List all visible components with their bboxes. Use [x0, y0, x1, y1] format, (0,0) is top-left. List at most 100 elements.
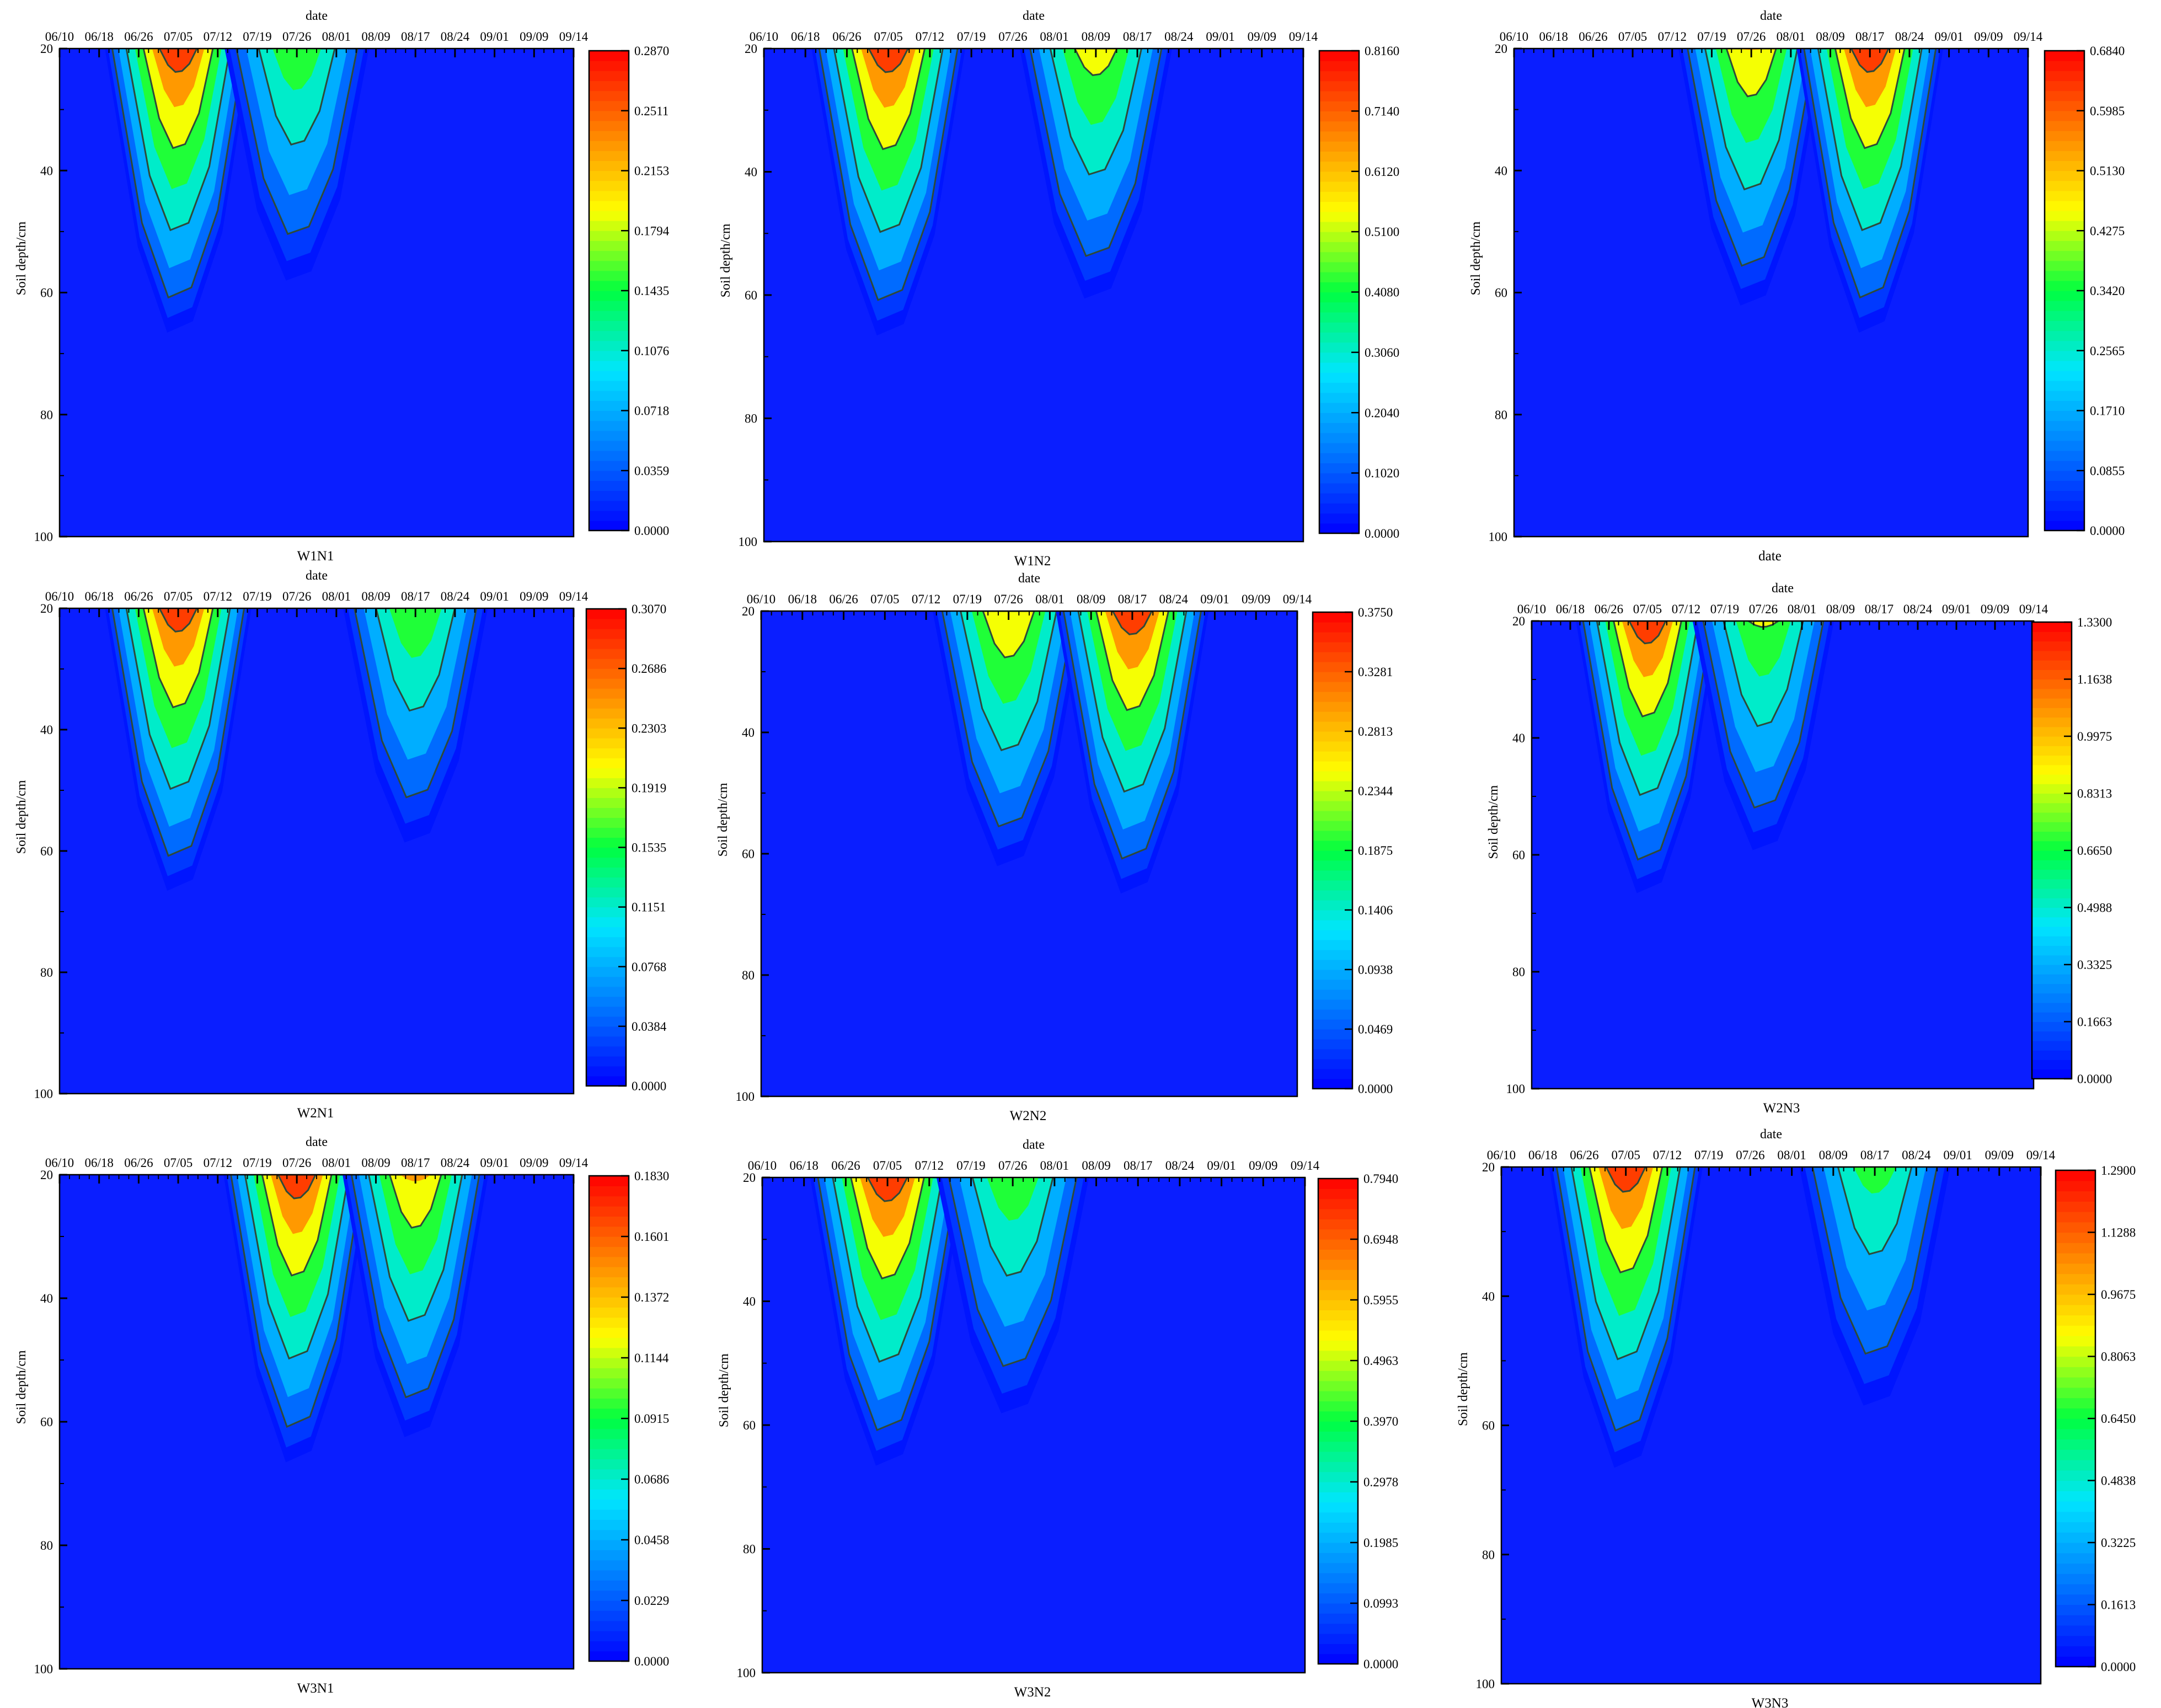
colorbar-band — [2045, 490, 2084, 501]
x-tick-label: 06/26 — [1570, 1148, 1598, 1162]
x-tick-label: 06/18 — [84, 1156, 113, 1170]
colorbar-band — [1319, 111, 1359, 122]
colorbar-band — [586, 956, 626, 967]
x-tick-label: 06/18 — [791, 30, 820, 44]
colorbar-band — [1319, 151, 1359, 162]
colorbar-band — [1313, 1029, 1352, 1040]
colorbar-band — [589, 1337, 629, 1348]
colorbar-tick-label: 0.8160 — [1365, 44, 1399, 58]
colorbar-tick-label: 0.1830 — [634, 1169, 669, 1183]
colorbar-band — [1318, 1452, 1358, 1462]
colorbar-band — [2056, 1615, 2095, 1626]
contour-line — [982, 611, 1035, 658]
x-tick-label: 06/26 — [1579, 30, 1607, 44]
colorbar: 1.2900 1.1288 0.9675 0.8063 0.6450 0.4838 0.32… — [2055, 1164, 2136, 1674]
x-tick-label: 07/26 — [998, 1159, 1027, 1172]
colorbar-band — [1319, 171, 1359, 182]
colorbar-band — [589, 500, 629, 511]
colorbar-band — [1318, 1279, 1358, 1291]
chart-panel-8: 06/10 06/18 06/26 07/05 07/12 07/19 07/26 08/01… — [717, 1138, 1398, 1700]
colorbar-band — [1313, 989, 1352, 1000]
colorbar-band — [2032, 1031, 2072, 1041]
x-tick-label: 08/01 — [1777, 1148, 1806, 1162]
contour-line — [354, 608, 478, 799]
colorbar-band — [1318, 1593, 1358, 1604]
colorbar-band — [1319, 422, 1359, 433]
colorbar-band — [2032, 955, 2072, 965]
contour-line — [1817, 49, 1923, 232]
colorbar-band — [2056, 1522, 2095, 1533]
colorbar-band — [1319, 191, 1359, 202]
contour-line — [868, 49, 910, 73]
x-tick-label: 09/09 — [520, 30, 548, 44]
colorbar-band — [2045, 250, 2084, 261]
colorbar-tick-label: 0.0000 — [634, 1655, 669, 1668]
x-axis-label: date — [306, 9, 328, 23]
colorbar-tick-label: 0.1144 — [634, 1351, 669, 1365]
colorbar-band — [2032, 898, 2072, 908]
x-tick-label: 07/26 — [994, 592, 1023, 606]
colorbar-tick-label: 0.2978 — [1363, 1475, 1398, 1489]
colorbar-tick-label: 0.4275 — [2090, 224, 2125, 238]
colorbar-band — [2056, 1439, 2095, 1450]
colorbar-band — [589, 310, 629, 321]
colorbar-band — [1318, 1401, 1358, 1412]
colorbar-band — [589, 1287, 629, 1298]
colorbar-band — [589, 360, 629, 371]
colorbar-band — [586, 788, 626, 798]
colorbar-band — [2045, 240, 2084, 251]
contour-field — [810, 1177, 1089, 1466]
y-axis-label: Soil depth/cm — [1456, 1352, 1470, 1426]
colorbar-tick-label: 0.0359 — [634, 464, 669, 478]
y-tick-label: 60 — [40, 286, 53, 300]
colorbar-band — [589, 510, 629, 521]
colorbar-tick-label: 0.1020 — [1365, 467, 1399, 480]
x-tick-label: 09/14 — [559, 590, 589, 603]
colorbar-band — [1319, 403, 1359, 413]
colorbar-band — [2045, 420, 2084, 431]
colorbar-band — [2032, 774, 2072, 784]
chart-panel-7: 06/10 06/18 06/26 07/05 07/12 07/19 07/26 08/01… — [14, 1135, 669, 1696]
colorbar-band — [589, 260, 629, 271]
colorbar-band — [2032, 1021, 2072, 1032]
x-tick-label: 09/14 — [2019, 602, 2048, 616]
colorbar-band — [586, 827, 626, 838]
x-tick-label: 06/10 — [45, 30, 74, 44]
x-tick-label: 09/14 — [559, 30, 589, 44]
x-tick-label: 08/17 — [1860, 1148, 1889, 1162]
colorbar-tick-label: 0.1919 — [632, 781, 666, 795]
colorbar-band — [2045, 61, 2084, 71]
contour-band — [152, 49, 205, 108]
colorbar-band — [2045, 110, 2084, 121]
colorbar-band — [1313, 1039, 1352, 1050]
colorbar-tick-label: 0.3970 — [1363, 1415, 1398, 1428]
colorbar-band — [1318, 1613, 1358, 1624]
x-tick-label: 09/09 — [520, 1156, 548, 1170]
colorbar-band — [589, 240, 629, 251]
colorbar-band — [2045, 371, 2084, 381]
contour-line — [1850, 49, 1890, 73]
x-tick-label: 08/24 — [441, 590, 470, 603]
colorbar-band — [2045, 430, 2084, 441]
x-tick-label: 08/09 — [1816, 30, 1844, 44]
colorbar-band — [2056, 1449, 2095, 1460]
x-tick-label: 08/01 — [1777, 30, 1805, 44]
colorbar-band — [1319, 61, 1359, 72]
colorbar-band — [1319, 181, 1359, 192]
colorbar-band — [2056, 1284, 2095, 1295]
colorbar-tick-label: 0.1372 — [634, 1291, 669, 1304]
x-tick-label: 06/18 — [788, 592, 817, 606]
colorbar-tick-label: 0.3281 — [1358, 665, 1393, 679]
y-axis: 20 40 60 80 100 Soil depth/cm — [719, 42, 772, 549]
contour-line — [1588, 1167, 1663, 1273]
colorbar-band — [2045, 260, 2084, 271]
contour-band — [1598, 1167, 1654, 1229]
x-axis-label: date — [1023, 9, 1045, 23]
colorbar-band — [2045, 131, 2084, 141]
colorbar-band — [2032, 907, 2072, 918]
x-tick-label: 07/26 — [282, 30, 311, 44]
colorbar-band — [589, 61, 629, 71]
colorbar-band — [586, 927, 626, 938]
contour-line — [1062, 611, 1202, 860]
colorbar-band — [589, 270, 629, 281]
